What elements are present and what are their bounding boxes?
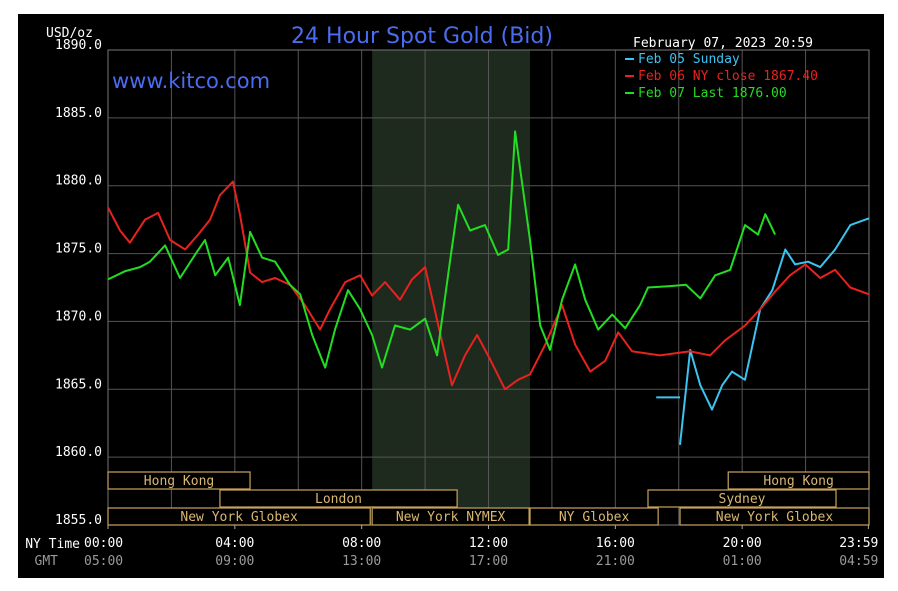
session-label: Hong Kong <box>763 474 833 489</box>
x-tick-label: 23:59 <box>839 536 878 551</box>
x2-tick-label: 04:59 <box>839 554 878 569</box>
session-label: NY Globex <box>559 510 630 525</box>
session-box <box>679 507 870 526</box>
session-box <box>727 471 870 490</box>
watermark: www.kitco.com <box>112 69 270 93</box>
y-axis-label: USD/oz <box>46 26 93 41</box>
trading-shade <box>372 50 531 525</box>
x-tick-label: 12:00 <box>469 536 508 551</box>
session-label: New York Globex <box>716 510 834 525</box>
x2-tick-label: 21:00 <box>596 554 635 569</box>
back-layer <box>107 49 870 526</box>
x-tick-label: 04:00 <box>215 536 254 551</box>
session-label: London <box>315 492 362 507</box>
x-tick-label: 08:00 <box>342 536 381 551</box>
x2-tick-label: 05:00 <box>84 554 123 569</box>
y-tick-label: 1885.0 <box>55 106 102 121</box>
x2-tick-label: 09:00 <box>215 554 254 569</box>
y-tick-label: 1890.0 <box>55 38 102 53</box>
session-label: New York NYMEX <box>396 510 506 525</box>
x2-tick-label: 13:00 <box>342 554 381 569</box>
session-box <box>219 489 458 508</box>
front-layer: 24 Hour Spot Gold (Bid) USD/oz February … <box>25 24 878 569</box>
session-label: Hong Kong <box>144 474 214 489</box>
series-line <box>107 180 870 391</box>
series-line <box>656 217 870 446</box>
session-box <box>371 507 530 526</box>
session-box <box>647 489 837 508</box>
y-tick-label: 1880.0 <box>55 174 102 189</box>
x2-axis-label: GMT <box>35 554 59 569</box>
x-tick-label: 16:00 <box>596 536 635 551</box>
y-tick-label: 1855.0 <box>55 513 102 528</box>
timestamp: February 07, 2023 20:59 <box>633 36 813 51</box>
line-layer <box>107 130 870 446</box>
x-axis-label: NY Time <box>25 537 80 552</box>
chart-title: 24 Hour Spot Gold (Bid) <box>291 24 553 49</box>
legend-label: Feb 06 NY close 1867.40 <box>638 69 818 84</box>
x-tick-label: 00:00 <box>84 536 123 551</box>
x2-tick-label: 17:00 <box>469 554 508 569</box>
session-box <box>107 507 371 526</box>
session-box <box>107 471 251 490</box>
session-label: Sydney <box>719 492 766 507</box>
legend-label: Feb 05 Sunday <box>638 52 740 67</box>
series-line <box>107 130 777 369</box>
session-label: New York Globex <box>180 510 298 525</box>
y-tick-label: 1865.0 <box>55 377 102 392</box>
session-box <box>529 507 659 526</box>
legend-label: Feb 07 Last 1876.00 <box>638 86 787 101</box>
y-tick-label: 1875.0 <box>55 242 102 257</box>
y-tick-label: 1860.0 <box>55 445 102 460</box>
x-tick-label: 20:00 <box>723 536 762 551</box>
y-tick-label: 1870.0 <box>55 309 102 324</box>
x2-tick-label: 01:00 <box>723 554 762 569</box>
